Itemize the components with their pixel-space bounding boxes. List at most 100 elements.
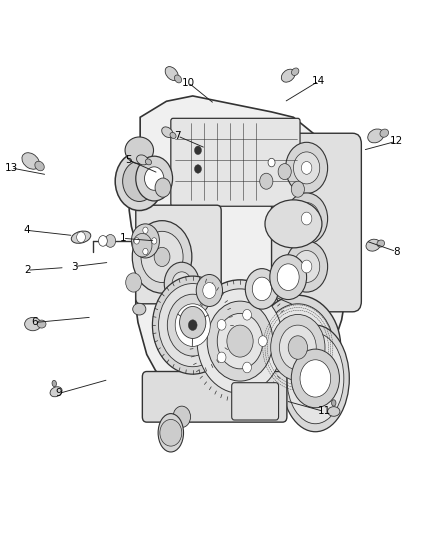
Circle shape (159, 284, 227, 367)
Circle shape (99, 236, 107, 246)
Circle shape (243, 362, 251, 373)
Circle shape (155, 178, 171, 197)
Text: 14: 14 (312, 76, 325, 86)
Circle shape (143, 248, 148, 255)
Ellipse shape (380, 129, 389, 138)
FancyBboxPatch shape (142, 372, 287, 422)
FancyBboxPatch shape (171, 118, 300, 206)
Circle shape (175, 304, 210, 346)
Circle shape (152, 238, 157, 244)
Ellipse shape (165, 67, 178, 80)
Text: 4: 4 (23, 225, 30, 235)
Circle shape (243, 310, 251, 320)
Ellipse shape (332, 400, 336, 406)
Text: 8: 8 (393, 247, 400, 256)
Circle shape (207, 301, 273, 381)
Circle shape (141, 231, 183, 282)
Circle shape (77, 232, 85, 243)
Circle shape (286, 193, 328, 244)
Circle shape (271, 314, 325, 381)
Polygon shape (129, 96, 355, 416)
Circle shape (152, 276, 233, 374)
Circle shape (291, 181, 304, 197)
Ellipse shape (170, 132, 176, 139)
Text: 13: 13 (4, 163, 18, 173)
Circle shape (262, 304, 334, 391)
Circle shape (172, 272, 191, 295)
Ellipse shape (52, 381, 57, 386)
Circle shape (197, 289, 283, 393)
Ellipse shape (281, 325, 350, 432)
Circle shape (286, 142, 328, 193)
Circle shape (260, 173, 273, 189)
Circle shape (203, 282, 216, 298)
Ellipse shape (133, 303, 146, 315)
Circle shape (194, 146, 201, 155)
Circle shape (134, 238, 139, 244)
Circle shape (115, 152, 163, 211)
Text: 6: 6 (32, 318, 39, 327)
Circle shape (279, 325, 316, 370)
Circle shape (301, 260, 312, 273)
Ellipse shape (125, 137, 153, 164)
Circle shape (301, 212, 312, 225)
Circle shape (167, 294, 218, 356)
Text: 7: 7 (174, 131, 181, 141)
FancyBboxPatch shape (136, 205, 221, 304)
Ellipse shape (281, 69, 295, 82)
Ellipse shape (265, 200, 322, 248)
Circle shape (188, 320, 197, 330)
Circle shape (145, 167, 164, 190)
Circle shape (154, 247, 170, 266)
Ellipse shape (368, 129, 384, 143)
Circle shape (300, 360, 331, 397)
Ellipse shape (162, 127, 173, 138)
Ellipse shape (145, 159, 152, 165)
Ellipse shape (377, 240, 385, 247)
Circle shape (126, 273, 141, 292)
Circle shape (133, 233, 152, 257)
Text: 1: 1 (119, 233, 126, 243)
Circle shape (217, 319, 226, 330)
Circle shape (301, 161, 312, 174)
Text: 11: 11 (318, 407, 331, 416)
Circle shape (293, 251, 320, 282)
Text: 3: 3 (71, 262, 78, 271)
Circle shape (194, 165, 201, 173)
Circle shape (278, 164, 291, 180)
Text: 5: 5 (125, 155, 132, 165)
Text: 12: 12 (390, 136, 403, 146)
Circle shape (227, 325, 253, 357)
Circle shape (270, 255, 307, 300)
Circle shape (173, 406, 191, 427)
Circle shape (217, 313, 263, 369)
Circle shape (123, 161, 156, 201)
Ellipse shape (292, 68, 299, 76)
Ellipse shape (71, 231, 91, 244)
Circle shape (164, 262, 199, 305)
Circle shape (293, 203, 320, 235)
Ellipse shape (25, 317, 41, 330)
Circle shape (132, 221, 192, 293)
Ellipse shape (366, 239, 380, 251)
Circle shape (143, 227, 148, 233)
Circle shape (245, 269, 279, 309)
Circle shape (255, 295, 341, 400)
FancyBboxPatch shape (232, 383, 279, 420)
Ellipse shape (158, 414, 184, 452)
Circle shape (196, 274, 223, 306)
Circle shape (252, 277, 272, 301)
Text: 9: 9 (56, 389, 63, 398)
Ellipse shape (174, 75, 182, 83)
FancyBboxPatch shape (272, 133, 361, 312)
Circle shape (131, 224, 159, 258)
Circle shape (288, 336, 307, 359)
Ellipse shape (35, 161, 44, 171)
Circle shape (286, 241, 328, 292)
Circle shape (217, 352, 226, 363)
Ellipse shape (287, 333, 344, 424)
Circle shape (268, 158, 275, 167)
Ellipse shape (22, 153, 39, 169)
Ellipse shape (50, 387, 62, 397)
Text: 10: 10 (182, 78, 195, 87)
